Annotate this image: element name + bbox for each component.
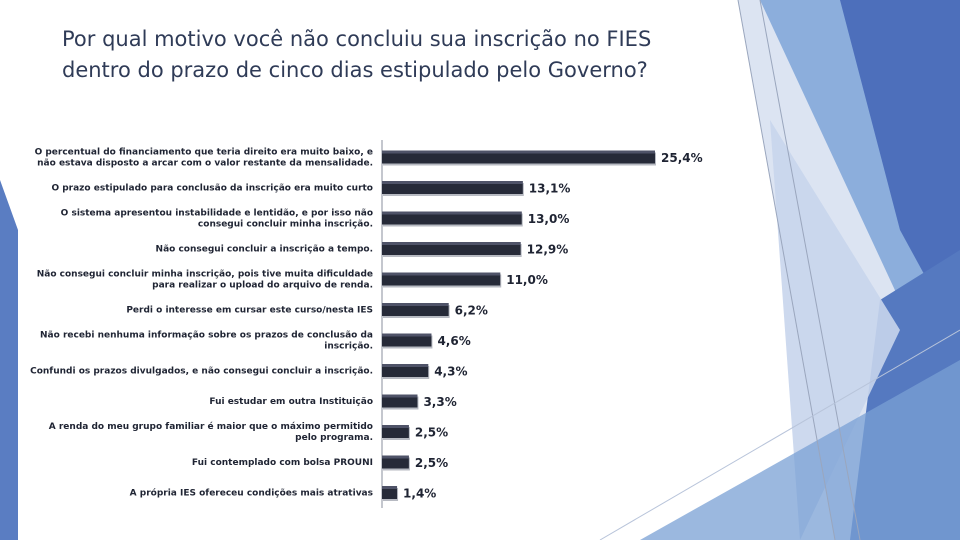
category-label-line: Não consegui concluir a inscrição a temp… <box>156 245 373 255</box>
data-label: 25,4% <box>661 151 703 165</box>
bar <box>382 364 429 377</box>
deco-left-strip <box>0 180 18 540</box>
data-label: 4,3% <box>434 365 467 379</box>
data-label: 2,5% <box>415 456 448 470</box>
slide-title: Por qual motivo você não concluiu sua in… <box>62 24 742 86</box>
category-label: Fui contemplado com bolsa PROUNI <box>192 458 373 468</box>
slide-title-line: Por qual motivo você não concluiu sua in… <box>62 27 652 51</box>
data-label: 6,2% <box>455 304 488 318</box>
category-label-line: Fui estudar em outra Instituição <box>209 397 373 407</box>
slide-title-line: dentro do prazo de cinco dias estipulado… <box>62 58 648 82</box>
category-label-line: O sistema apresentou instabilidade e len… <box>61 209 373 219</box>
category-label: O percentual do financiamento que teria … <box>35 148 373 169</box>
category-label: Não consegui concluir minha inscrição, p… <box>37 270 373 291</box>
deco-right-dark-wedge <box>840 0 960 340</box>
category-label-line: O prazo estipulado para conclusão da ins… <box>51 184 373 194</box>
category-label-line: consegui concluir minha inscrição. <box>198 220 373 230</box>
category-label: A própria IES ofereceu condições mais at… <box>130 488 373 499</box>
category-label-line: Não consegui concluir minha inscrição, p… <box>37 270 373 280</box>
category-label-line: Perdi o interesse em cursar este curso/n… <box>126 306 373 316</box>
bar <box>382 272 501 286</box>
data-label: 13,0% <box>528 212 570 226</box>
category-label-line: inscrição. <box>324 342 373 352</box>
category-label: Fui estudar em outra Instituição <box>209 397 373 407</box>
bar-highlight <box>382 211 522 215</box>
deco-right-pale-triangle <box>770 120 900 540</box>
data-label: 1,4% <box>403 487 436 501</box>
category-label: O prazo estipulado para conclusão da ins… <box>51 184 373 194</box>
category-label-line: A renda do meu grupo familiar é maior qu… <box>49 421 373 432</box>
data-label: 11,0% <box>506 273 548 287</box>
bar-highlight <box>382 303 449 306</box>
bar <box>382 211 522 225</box>
bar-highlight <box>382 242 521 245</box>
bar <box>382 303 449 316</box>
deco-bottom-band <box>640 360 960 540</box>
category-label: Não consegui concluir a inscrição a temp… <box>156 245 373 255</box>
category-label-line: Fui contemplado com bolsa PROUNI <box>192 458 373 468</box>
bar <box>382 181 523 194</box>
bar-highlight <box>382 486 398 489</box>
category-label: O sistema apresentou instabilidade e len… <box>61 209 373 230</box>
bar-highlight <box>382 455 409 459</box>
category-label-line: A própria IES ofereceu condições mais at… <box>130 488 373 499</box>
bar <box>382 394 418 408</box>
bar <box>382 455 409 469</box>
category-label-line: não estava disposto a arcar com o valor … <box>37 159 373 169</box>
category-label-line: O percentual do financiamento que teria … <box>35 148 373 158</box>
data-label: 4,6% <box>437 334 470 348</box>
data-label: 13,1% <box>529 182 571 196</box>
bar-highlight <box>382 333 432 337</box>
bar <box>382 150 655 164</box>
category-label-line: pelo programa. <box>295 433 373 443</box>
bar-highlight <box>382 425 409 428</box>
bar <box>382 425 409 438</box>
bar <box>382 486 398 499</box>
data-label: 12,9% <box>527 243 569 257</box>
category-label: Perdi o interesse em cursar este curso/n… <box>126 306 373 316</box>
bar-highlight <box>382 150 655 154</box>
deco-line <box>759 0 861 540</box>
category-label: Confundi os prazos divulgados, e não con… <box>30 367 373 377</box>
bar-highlight <box>382 394 418 398</box>
category-label-line: Não recebi nenhuma informação sobre os p… <box>40 331 373 341</box>
bar <box>382 333 432 347</box>
category-label-line: Confundi os prazos divulgados, e não con… <box>30 367 373 377</box>
deco-line <box>599 329 960 540</box>
category-label: Não recebi nenhuma informação sobre os p… <box>40 331 373 352</box>
bar-highlight <box>382 364 429 367</box>
data-label: 3,3% <box>423 395 456 409</box>
bar-highlight <box>382 181 523 184</box>
category-label-line: para realizar o upload do arquivo de ren… <box>152 281 373 291</box>
deco-line <box>737 0 836 540</box>
data-label: 2,5% <box>415 426 448 440</box>
bar <box>382 242 521 255</box>
bar-highlight <box>382 272 501 276</box>
category-label: A renda do meu grupo familiar é maior qu… <box>49 421 373 443</box>
